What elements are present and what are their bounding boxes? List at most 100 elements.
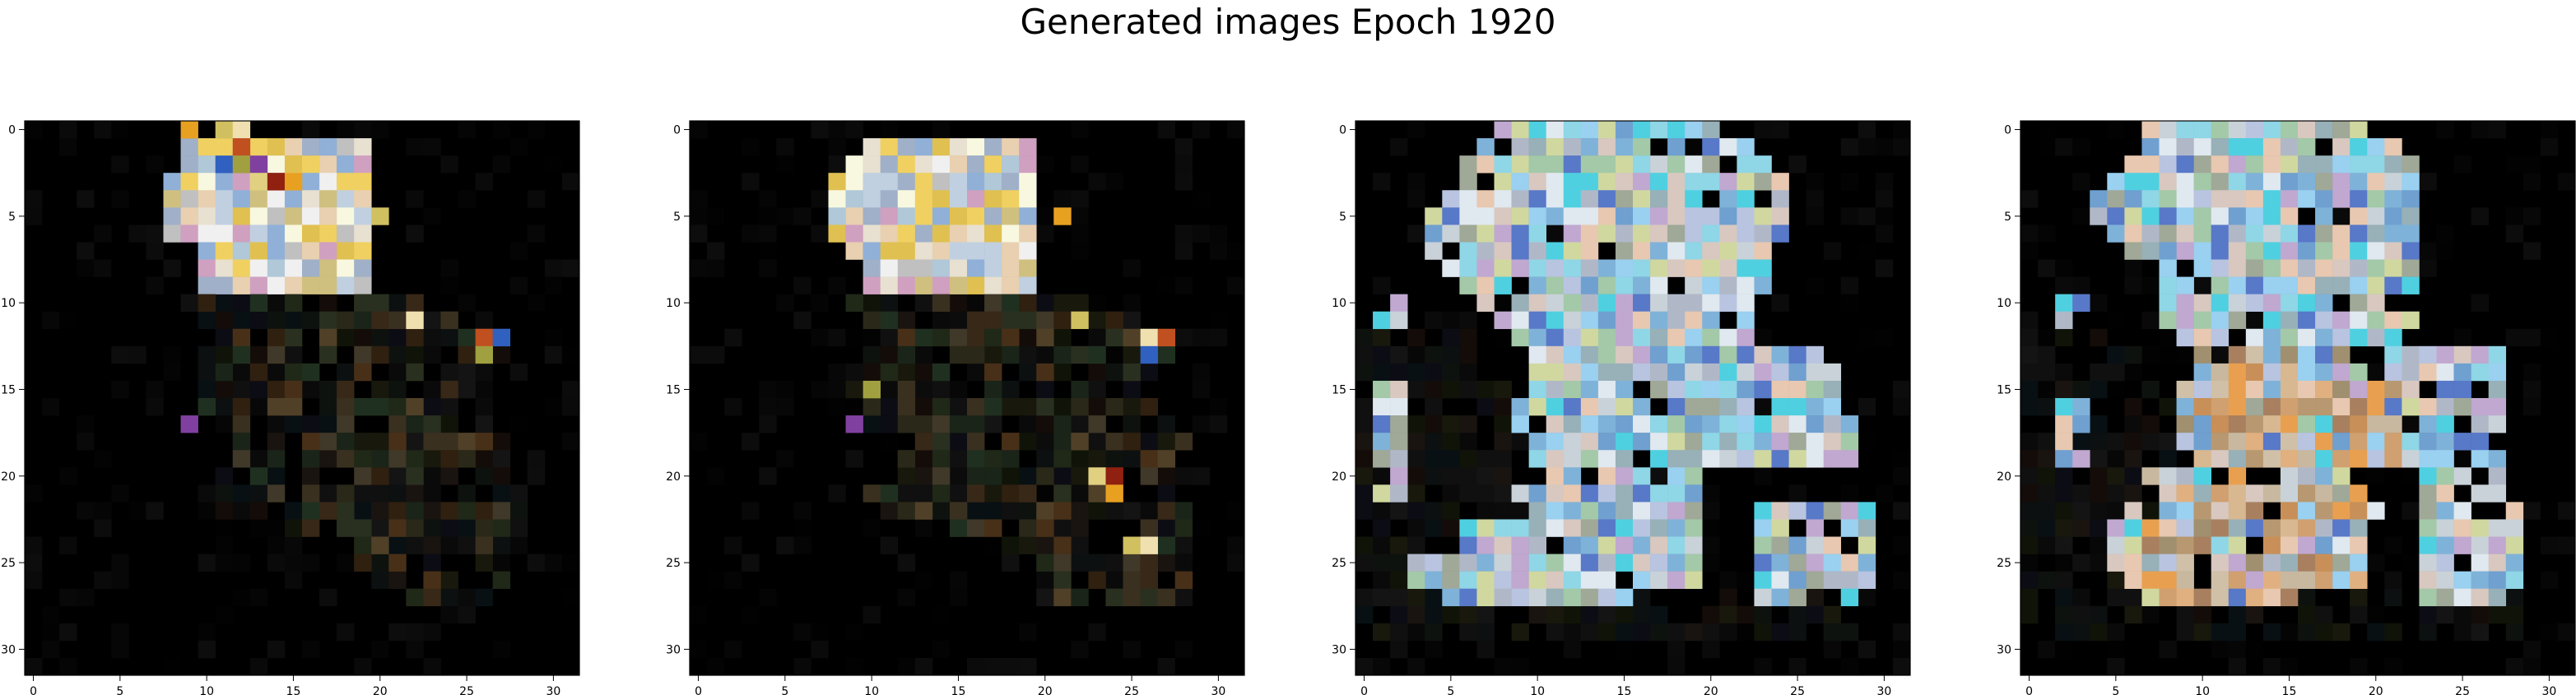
pixel xyxy=(1737,398,1755,416)
pixel-dark xyxy=(371,640,389,659)
pixel-dim xyxy=(371,536,389,554)
pixel-dark xyxy=(1390,138,1408,156)
pixel-dim xyxy=(319,433,337,451)
x-tick-label: 0 xyxy=(695,685,702,695)
pixel xyxy=(1494,173,1512,191)
pixel-dim xyxy=(423,345,441,364)
x-tick-label: 30 xyxy=(2541,685,2556,695)
pixel-dark xyxy=(724,657,742,676)
pixel xyxy=(1563,398,1582,416)
pixel xyxy=(1580,484,1599,503)
pixel-dark xyxy=(2523,155,2541,174)
pixel-dark xyxy=(2367,467,2385,485)
pixel-dark xyxy=(1858,433,1876,451)
pixel-dim xyxy=(440,519,458,537)
pixel xyxy=(2367,225,2385,243)
pixel xyxy=(1528,138,1546,156)
pixel xyxy=(1633,225,1651,243)
pixel xyxy=(1563,363,1582,382)
pixel xyxy=(2141,207,2160,225)
pixel xyxy=(2280,588,2299,607)
pixel-dark xyxy=(690,605,708,624)
pixel-dim xyxy=(354,311,372,330)
pixel-dim xyxy=(1157,345,1176,364)
pixel xyxy=(1563,259,1582,277)
pixel xyxy=(967,190,985,208)
pixel xyxy=(1650,363,1668,382)
pixel-dark xyxy=(1390,640,1408,659)
pixel-dim xyxy=(319,380,337,399)
pixel xyxy=(2367,328,2385,347)
pixel xyxy=(2384,207,2402,225)
pixel-dark xyxy=(724,398,742,416)
pixel-dark xyxy=(1209,415,1228,433)
pixel xyxy=(2211,190,2230,208)
pixel xyxy=(1528,173,1546,191)
pixel xyxy=(1771,363,1789,382)
pixel-dark xyxy=(561,398,580,416)
pixel-dim xyxy=(932,415,951,433)
pixel-dim xyxy=(914,345,933,364)
pixel-dim xyxy=(1373,536,1391,554)
pixel-dark xyxy=(1071,225,1089,243)
pixel xyxy=(215,225,234,243)
pixel-dim xyxy=(180,294,198,312)
pixel-dim xyxy=(440,467,458,485)
pixel-dim xyxy=(406,398,424,416)
pixel-dark xyxy=(724,536,742,554)
pixel-dim xyxy=(932,311,951,330)
pixel-dim xyxy=(406,415,424,433)
pixel-dark xyxy=(146,502,164,520)
pixel xyxy=(1754,225,1772,243)
pixel-dark xyxy=(94,121,112,139)
pixel xyxy=(1580,328,1599,347)
pixel xyxy=(337,207,355,225)
pixel-dark xyxy=(2055,138,2073,156)
pixel-dark xyxy=(2367,554,2385,572)
pixel-dim xyxy=(458,380,476,399)
pixel-dim xyxy=(2193,623,2211,642)
pixel xyxy=(2280,380,2299,399)
pixel xyxy=(845,225,863,243)
pixel xyxy=(2505,536,2524,554)
pixel xyxy=(2453,467,2471,485)
pixel xyxy=(1511,398,1529,416)
pixel-dark xyxy=(793,207,811,225)
pixel xyxy=(1511,519,1529,537)
pixel xyxy=(984,155,1002,174)
pixel-dark xyxy=(1840,225,1859,243)
y-tick-label: 10 xyxy=(666,297,681,310)
pixel xyxy=(284,225,303,243)
pixel-dark xyxy=(2505,225,2524,243)
pixel-dim xyxy=(475,588,493,607)
pixel-dark xyxy=(561,259,580,277)
pixel xyxy=(2332,276,2350,294)
pixel-dark xyxy=(1174,138,1193,156)
pixel xyxy=(1806,554,1824,572)
pixel xyxy=(2350,536,2368,554)
pixel xyxy=(1702,380,1720,399)
pixel xyxy=(1476,276,1495,294)
pixel-highlight xyxy=(215,155,234,174)
pixel xyxy=(1840,450,1859,468)
pixel xyxy=(2280,554,2299,572)
x-tick-label: 15 xyxy=(286,685,301,695)
pixel-dim xyxy=(914,433,933,451)
pixel xyxy=(2055,311,2073,330)
pixel xyxy=(1667,259,1686,277)
pixel xyxy=(1719,433,1737,451)
pixel-dim xyxy=(267,311,286,330)
pixel-dark xyxy=(59,138,77,156)
pixel-dark xyxy=(198,554,216,572)
pixel-dark xyxy=(25,536,43,554)
pixel xyxy=(1702,415,1720,433)
pixel xyxy=(1597,207,1616,225)
pixel xyxy=(1528,554,1546,572)
pixel xyxy=(1633,328,1651,347)
pixel-dark xyxy=(707,467,725,485)
pixel-dark xyxy=(967,294,985,312)
pixel xyxy=(1650,450,1668,468)
pixel-dim xyxy=(1459,450,1477,468)
pixel-dim xyxy=(2419,623,2437,642)
pixel-dim xyxy=(1088,554,1106,572)
